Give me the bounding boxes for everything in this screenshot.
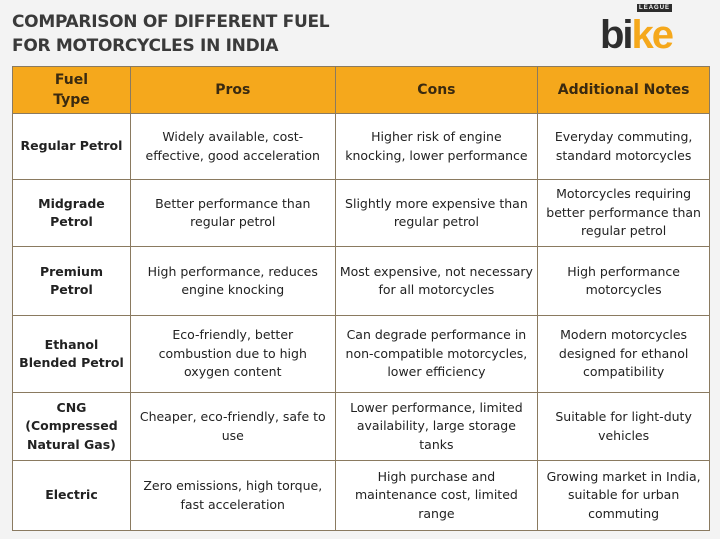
cell-fuel-type: CNG (Compressed Natural Gas) xyxy=(12,392,131,461)
table-row: Regular Petrol Widely available, cost-eff… xyxy=(12,113,710,180)
cell-notes: High performance motorcycles xyxy=(537,246,710,316)
header-fuel-type: Fuel Type xyxy=(12,66,131,114)
cell-cons: Slightly more expensive than regular pet… xyxy=(334,179,539,247)
header-cons: Cons xyxy=(334,66,539,114)
logo-tag: LEAGUE xyxy=(637,4,673,12)
cell-pros: Cheaper, eco-friendly, safe to use xyxy=(129,392,336,461)
cell-notes: Motorcycles requiring better performance… xyxy=(537,179,710,247)
cell-notes: Suitable for light-duty vehicles xyxy=(537,392,710,461)
table-row: Midgrade Petrol Better performance than r… xyxy=(12,179,710,247)
cell-pros: Zero emissions, high torque, fast accele… xyxy=(129,460,336,531)
logo-text-dark: bi xyxy=(600,13,634,57)
cell-fuel-type: Midgrade Petrol xyxy=(12,179,131,247)
table-header-row: Fuel Type Pros Cons Additional Notes xyxy=(12,66,710,114)
cell-notes: Everyday commuting, standard motorcycles xyxy=(537,113,710,180)
cell-fuel-type: Regular Petrol xyxy=(12,113,131,180)
cell-cons: Can degrade performance in non-compatibl… xyxy=(334,315,539,393)
cell-fuel-type: Ethanol Blended Petrol xyxy=(12,315,131,393)
header-notes: Additional Notes xyxy=(537,66,710,114)
title-line-2: FOR MOTORCYCLES IN INDIA xyxy=(12,36,279,56)
fuel-comparison-table: Fuel Type Pros Cons Additional Notes Reg… xyxy=(12,66,710,531)
cell-cons: Most expensive, not necessary for all mo… xyxy=(334,246,539,316)
cell-cons: Lower performance, limited availability,… xyxy=(334,392,539,461)
cell-notes: Modern motorcycles designed for ethanol … xyxy=(537,315,710,393)
title-line-1: COMPARISON OF DIFFERENT FUEL xyxy=(12,12,330,32)
table-row: CNG (Compressed Natural Gas) Cheaper, eco… xyxy=(12,392,710,461)
cell-pros: Better performance than regular petrol xyxy=(129,179,336,247)
table-row: Premium Petrol High performance, reduces … xyxy=(12,246,710,316)
logo-word: bike xyxy=(600,13,674,57)
cell-cons: High purchase and maintenance cost, limi… xyxy=(334,460,539,531)
cell-notes: Growing market in India, suitable for ur… xyxy=(537,460,710,531)
cell-cons: Higher risk of engine knocking, lower pe… xyxy=(334,113,539,180)
table-row: Electric Zero emissions, high torque, fas… xyxy=(12,460,710,531)
cell-fuel-type: Premium Petrol xyxy=(12,246,131,316)
cell-pros: High performance, reduces engine knockin… xyxy=(129,246,336,316)
header-pros: Pros xyxy=(129,66,336,114)
bike-league-logo: LEAGUE bike xyxy=(600,4,674,57)
page-title: COMPARISON OF DIFFERENT FUEL FOR MOTORCY… xyxy=(12,10,330,58)
logo-text-accent: ke xyxy=(631,13,674,57)
cell-pros: Widely available, cost-effective, good a… xyxy=(129,113,336,180)
cell-pros: Eco-friendly, better combustion due to h… xyxy=(129,315,336,393)
table-row: Ethanol Blended Petrol Eco-friendly, bett… xyxy=(12,315,710,393)
cell-fuel-type: Electric xyxy=(12,460,131,531)
